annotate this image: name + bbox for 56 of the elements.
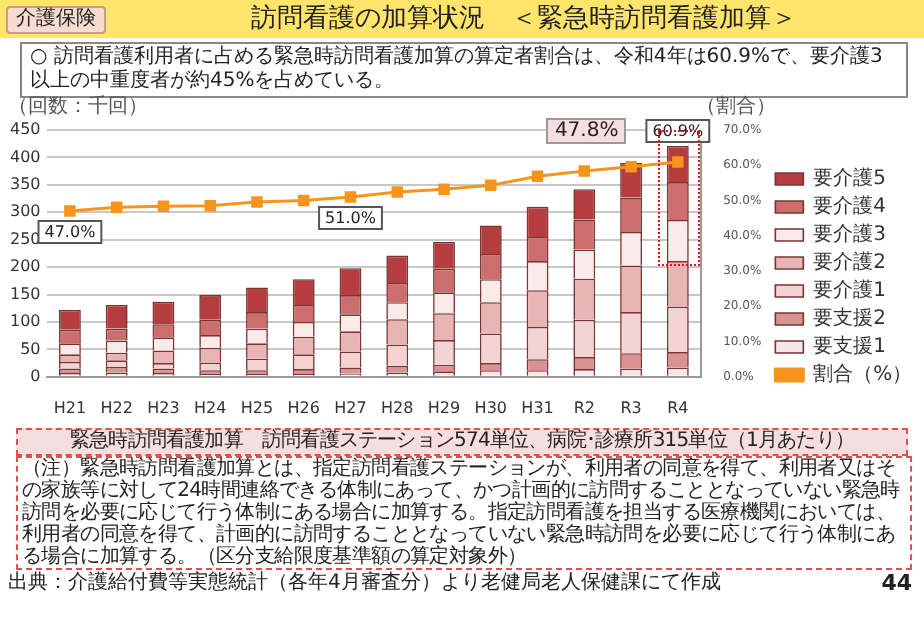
text: （注）緊急時訪問看護加算とは、指定訪問看護ステーションが、利用者の同意を得て、利用者又はその家族等に対して24時間連絡できる体制にあって、かつ計画的に訪問することとなっていない緊急時訪問を必要に応じて行う体制にある場合に加算する。指定訪問看護を担当する医療機関においては、利用者の同意を得て、計画的に訪問することとなっていない緊急時訪問を必要に応じて行う体制にある場合に加算する。（区分支給限度基準額の算定対象外） — [16, 456, 912, 570]
legend-label: 要介護1 — [813, 278, 887, 303]
chart-subtitle: ○ 訪問看護利用者に占める緊急時訪問看護加算の算定者割合は、令和4年は60.9%で、要介護3以上の中重度者が約45%を占めている。 — [20, 42, 908, 98]
data-label: 51.0% — [325, 209, 377, 228]
y-tick-label: 50 — [20, 339, 41, 358]
x-tick-label: R3 — [620, 398, 642, 417]
x-tick-label: H21 — [53, 398, 87, 417]
y-tick-label: 0 — [30, 366, 41, 385]
point — [344, 191, 357, 203]
legend-label: 要介護3 — [813, 222, 887, 247]
point — [625, 160, 637, 173]
x-tick-label: H30 — [474, 398, 507, 417]
legend-label: 要介護2 — [813, 250, 887, 275]
x-tick-label: H23 — [147, 398, 180, 417]
x-tick-label: H28 — [381, 398, 414, 417]
x-tick-label: H27 — [334, 398, 367, 417]
y-tick-label: 200 — [9, 257, 41, 276]
legend-label: 要介護4 — [813, 194, 887, 219]
text: 緊急時訪問看護加算 訪問看護ステーション574単位、病院･診療所315単位（1月あたり） — [16, 428, 908, 456]
y-tick-label: 450 — [9, 120, 41, 139]
legend-label: 要支援2 — [813, 306, 887, 331]
point — [438, 183, 450, 195]
point — [578, 165, 591, 177]
y-axis-title: （回数：千回） — [8, 96, 148, 118]
point — [204, 200, 216, 212]
x-tick-label: H29 — [427, 398, 461, 417]
data-label: 47.0% — [44, 223, 97, 242]
point — [110, 201, 123, 213]
x-tick-label: H31 — [521, 398, 554, 417]
point — [485, 179, 497, 192]
point — [531, 170, 544, 182]
y-tick-label: 100 — [9, 312, 41, 331]
x-tick-label: H25 — [240, 398, 274, 417]
text: 44 — [881, 570, 912, 596]
x-tick-label: H26 — [287, 398, 320, 417]
y-tick-label: 400 — [9, 147, 41, 166]
point — [157, 200, 170, 212]
y-tick-label: 350 — [9, 175, 41, 193]
annotation: 47.8% — [546, 118, 627, 144]
x-tick-label: R2 — [573, 398, 595, 417]
legend-label: 割合（%） — [813, 362, 913, 387]
y2-axis-title: （割合） — [696, 96, 776, 118]
point — [251, 196, 263, 208]
x-tick-label: R4 — [667, 398, 689, 417]
y-tick-label: 150 — [9, 284, 41, 303]
y-tick-label: 300 — [9, 202, 41, 221]
text: 介護保険 — [6, 6, 106, 34]
point — [391, 186, 403, 198]
x-tick-label: H24 — [194, 398, 227, 417]
point — [64, 205, 76, 217]
x-tick-label: H22 — [100, 398, 133, 417]
legend-label: 要支援1 — [813, 334, 887, 359]
legend-label: 要介護5 — [813, 166, 887, 191]
source-note: 出典：介護給付費等実態統計（各年4月審査分）より老健局老人保健課にて作成 — [8, 572, 721, 594]
chart-title: 訪問看護の加算状況 ＜緊急時訪問看護加算＞ — [249, 4, 799, 34]
point — [297, 194, 310, 207]
